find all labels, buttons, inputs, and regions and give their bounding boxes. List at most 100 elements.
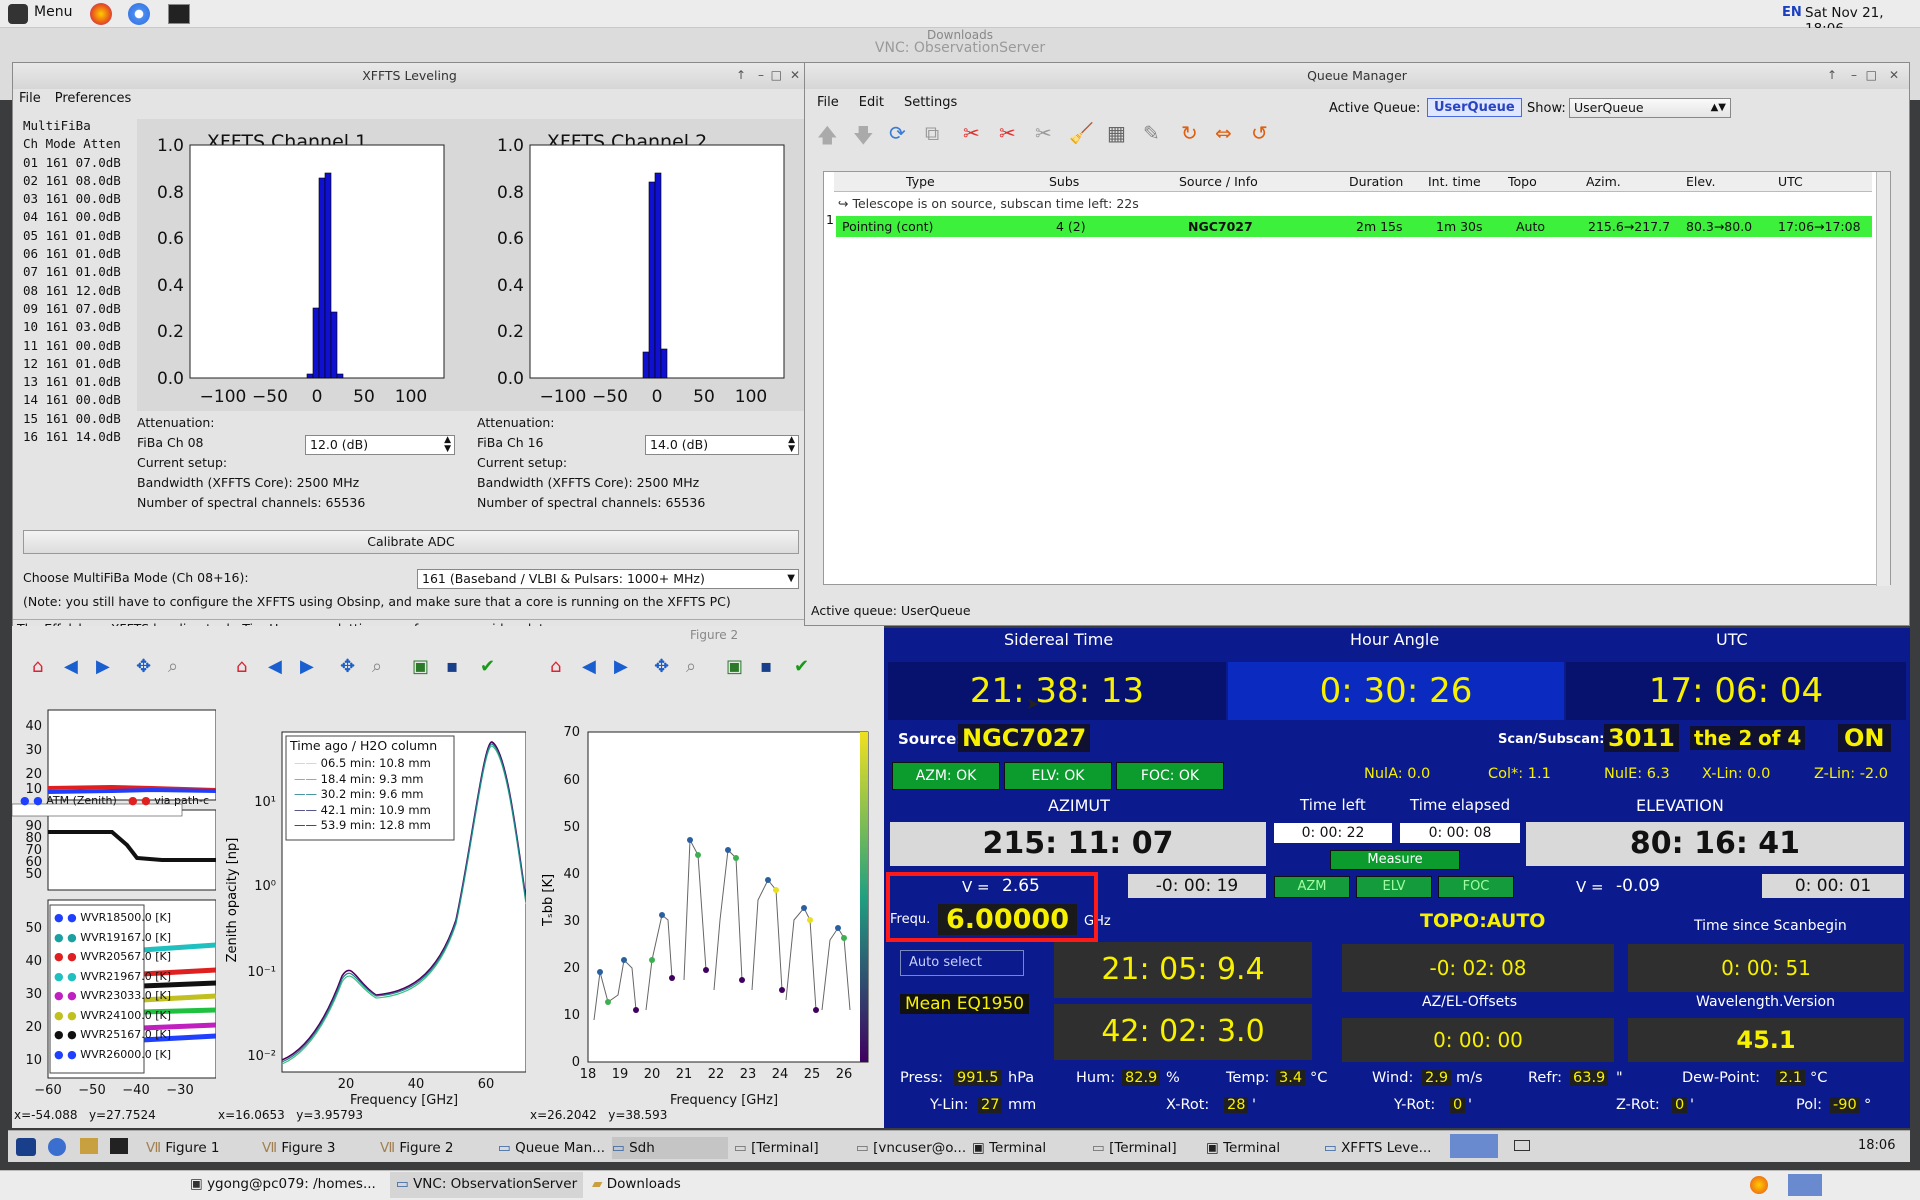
taskbar-item-terminal1[interactable]: ▭ [Terminal] [734, 1137, 819, 1159]
active-queue-value[interactable]: UserQueue [1427, 98, 1522, 117]
back-icon[interactable]: ◀ [64, 656, 78, 677]
epoch-value[interactable]: Mean EQ1950 [900, 994, 1030, 1014]
figure2-plot[interactable]: 70 60 50 40 30 20 10 0 18 19 20 21 22 23 24 25 26 Frequ… [528, 720, 884, 1110]
column-int-time[interactable]: Int. time [1428, 174, 1481, 189]
check-icon[interactable]: ✔ [794, 656, 810, 677]
column-duration[interactable]: Duration [1349, 174, 1404, 189]
browser-icon[interactable] [48, 1138, 66, 1156]
taskbar-item-terminal2[interactable]: ▣ Terminal [972, 1137, 1046, 1159]
pan-icon[interactable]: ✥ [340, 656, 356, 677]
spin-arrows-icon[interactable]: ▲ ▼ [788, 435, 795, 454]
back-icon[interactable]: ◀ [268, 656, 282, 677]
swap-icon[interactable]: ⇔ [1215, 121, 1232, 145]
calendar-icon[interactable]: ▦ [1107, 121, 1126, 145]
move-up-icon[interactable]: 🡅 [817, 123, 838, 147]
terminal-icon[interactable] [110, 1138, 128, 1154]
calibrate-adc-button[interactable]: Calibrate ADC [23, 530, 799, 554]
keyboard-layout[interactable]: EN [1782, 5, 1802, 20]
taskbar-item-xffts[interactable]: ▭ XFFTS Leve... [1324, 1137, 1431, 1159]
taskbar-item-figure2[interactable]: Ⅶ Figure 2 [380, 1137, 454, 1159]
show-select[interactable]: UserQueue ▲▼ [1569, 98, 1731, 118]
column-elev[interactable]: Elev. [1686, 174, 1716, 189]
configure-icon[interactable]: ▣ [412, 656, 430, 677]
close-icon[interactable]: ✕ [1888, 68, 1899, 82]
workspace-switcher[interactable] [1450, 1134, 1498, 1158]
check-icon[interactable]: ✔ [480, 656, 496, 677]
close-icon[interactable]: ✕ [789, 68, 800, 82]
frequency-value[interactable]: 6.00000 [938, 904, 1077, 935]
cut-all-icon[interactable]: ✂ [999, 121, 1016, 145]
move-down-icon[interactable]: 🡇 [853, 123, 874, 147]
ch1-attenuation-spinbox[interactable]: 12.0 (dB) ▲ ▼ [305, 435, 455, 455]
save-icon[interactable]: ▪ [446, 656, 459, 677]
terminal-icon[interactable] [168, 4, 190, 24]
menu-settings[interactable]: Settings [903, 95, 958, 110]
forward-icon[interactable]: ▶ [614, 656, 628, 677]
azm-button[interactable]: AZM [1274, 876, 1350, 898]
up-icon[interactable]: ↑ [1826, 68, 1837, 82]
start-icon[interactable] [16, 1138, 36, 1156]
menu-preferences[interactable]: Preferences [54, 91, 132, 106]
auto-select-button[interactable]: Auto select [900, 950, 1024, 976]
cut-icon[interactable]: ✂ [963, 121, 980, 145]
zoom-icon[interactable]: ⌕ [686, 656, 697, 677]
column-topo[interactable]: Topo [1508, 174, 1537, 189]
taskbar-item-terminal3[interactable]: ▭ [Terminal] [1092, 1137, 1177, 1159]
mode-select[interactable]: 161 (Baseband / VLBI & Pulsars: 1000+ MH… [417, 569, 799, 589]
firefox-icon[interactable] [90, 3, 112, 25]
column-subs[interactable]: Subs [1049, 174, 1080, 189]
rotate-left-icon[interactable]: ↻ [1181, 121, 1198, 145]
ch2-attenuation-spinbox[interactable]: 14.0 (dB) ▲ ▼ [645, 435, 799, 455]
pan-icon[interactable]: ✥ [654, 656, 670, 677]
maximize-icon[interactable]: □ [770, 68, 782, 82]
home-icon[interactable]: ⌂ [32, 656, 44, 677]
configure-icon[interactable]: ▣ [726, 656, 744, 677]
vertical-scrollbar[interactable] [1876, 172, 1890, 586]
channel2-chart[interactable]: XFFTS Channel 2 1.0 0.8 0.6 0.4 0.2 0.0 −100−… [477, 119, 807, 411]
menu-icon[interactable] [8, 4, 28, 24]
maximize-icon[interactable]: □ [1865, 68, 1877, 82]
bottom-item-downloads[interactable]: ▰ Downloads [592, 1176, 681, 1192]
figure3-plot[interactable]: 10¹ 10⁰ 10⁻¹ 10⁻² 20 40 60 Frequency [GHz] Ze… [216, 720, 526, 1110]
pan-icon[interactable]: ✥ [136, 656, 152, 677]
bottom-item-vnc[interactable]: ▭ VNC: ObservationServer [390, 1172, 584, 1198]
home-icon[interactable]: ⌂ [236, 656, 248, 677]
elv-button[interactable]: ELV [1356, 876, 1432, 898]
clear-icon[interactable]: 🧹 [1069, 121, 1094, 145]
show-desktop-icon[interactable] [1514, 1140, 1530, 1151]
chromium-icon[interactable] [128, 3, 150, 25]
column-azim[interactable]: Azim. [1586, 174, 1621, 189]
measure-button[interactable]: Measure [1330, 850, 1460, 870]
column-source[interactable]: Source / Info [1179, 174, 1258, 189]
channel1-chart[interactable]: XFFTS Channel 1 1.0 0.8 0.6 0.4 0.2 0.0 −100−… [137, 119, 477, 411]
foc-button[interactable]: FOC [1438, 876, 1514, 898]
table-row[interactable]: Pointing (cont) 4 (2) NGC7027 2m 15s 1m … [836, 216, 1872, 237]
minimize-icon[interactable]: – [758, 68, 764, 82]
zoom-icon[interactable]: ⌕ [372, 656, 383, 677]
minimize-icon[interactable]: – [1851, 68, 1857, 82]
column-type[interactable]: Type [906, 174, 935, 189]
taskbar-item-terminal4[interactable]: ▣ Terminal [1206, 1137, 1280, 1159]
cut-gray-icon[interactable]: ✂ [1035, 121, 1052, 145]
rotate-right-icon[interactable]: ↺ [1251, 121, 1268, 145]
forward-icon[interactable]: ▶ [300, 656, 314, 677]
menu-edit[interactable]: Edit [858, 95, 884, 110]
menu-button[interactable]: Menu [34, 4, 73, 20]
save-icon[interactable]: ▪ [760, 656, 773, 677]
taskbar-item-figure3[interactable]: Ⅶ Figure 3 [262, 1137, 336, 1159]
bottom-item-terminal[interactable]: ▣ ygong@pc079: /homes... [190, 1176, 376, 1192]
up-icon[interactable]: ↑ [735, 68, 746, 82]
workspace-icon[interactable] [1788, 1174, 1822, 1196]
forward-icon[interactable]: ▶ [96, 656, 110, 677]
menu-file[interactable]: File [817, 95, 839, 110]
spin-arrows-icon[interactable]: ▲ ▼ [444, 435, 451, 454]
edit-icon[interactable]: ✎ [1143, 121, 1160, 145]
taskbar-item-queue[interactable]: ▭ Queue Man... [498, 1137, 605, 1159]
firefox-icon[interactable] [1750, 1176, 1768, 1194]
copy-icon[interactable]: ⧉ [925, 121, 940, 145]
taskbar-item-figure1[interactable]: Ⅶ Figure 1 [146, 1137, 220, 1159]
menu-file[interactable]: File [19, 91, 41, 106]
taskbar-item-vncuser[interactable]: ▭ [vncuser@o... [856, 1137, 966, 1159]
column-utc[interactable]: UTC [1778, 174, 1803, 189]
